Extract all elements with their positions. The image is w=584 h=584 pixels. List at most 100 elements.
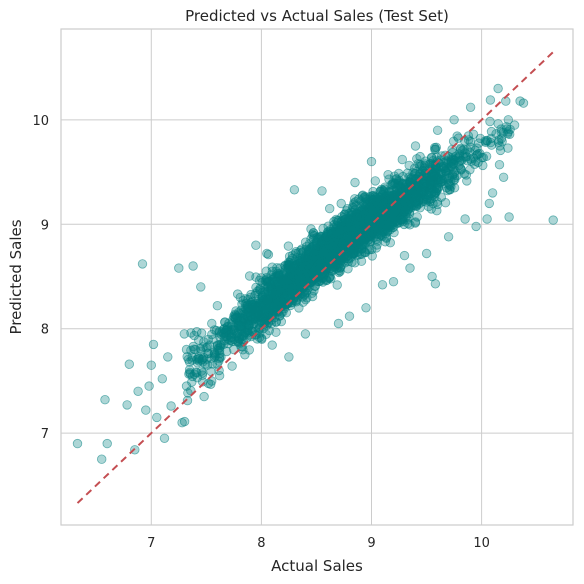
data-point <box>122 400 132 410</box>
data-point <box>188 261 198 271</box>
data-point <box>409 189 420 199</box>
y-tick-label: 8 <box>41 323 49 338</box>
data-point <box>484 198 495 209</box>
data-point <box>357 244 367 254</box>
data-point <box>202 360 213 370</box>
x-tick-label: 10 <box>473 536 490 551</box>
data-point <box>181 381 192 391</box>
data-point <box>207 318 217 329</box>
data-point <box>421 248 432 259</box>
x-tick-label: 9 <box>367 536 375 551</box>
y-axis-title: Predicted Sales <box>7 219 25 334</box>
data-point <box>380 237 391 247</box>
data-point <box>518 98 529 108</box>
data-point <box>146 360 157 370</box>
data-point <box>439 161 449 172</box>
data-point <box>174 263 184 273</box>
data-point <box>417 184 427 195</box>
data-point <box>386 180 396 190</box>
data-point <box>336 198 346 209</box>
data-point <box>144 381 154 391</box>
data-point <box>163 352 173 362</box>
data-point <box>272 279 283 289</box>
data-point <box>548 215 558 225</box>
data-point <box>227 361 237 371</box>
data-point <box>196 282 206 292</box>
data-point <box>450 172 460 183</box>
data-point <box>503 115 514 125</box>
data-point <box>179 329 190 339</box>
data-point <box>229 311 239 321</box>
data-point <box>246 305 256 315</box>
data-point <box>203 334 214 345</box>
data-point <box>485 116 495 127</box>
y-tick-label: 10 <box>32 114 49 129</box>
data-point <box>366 156 377 167</box>
data-point <box>370 176 381 186</box>
data-point <box>212 301 223 311</box>
data-point <box>344 311 355 321</box>
data-points <box>72 83 558 464</box>
data-point <box>399 250 410 261</box>
data-point <box>465 102 476 113</box>
data-point <box>96 454 107 464</box>
data-point <box>152 412 162 423</box>
data-point <box>311 263 322 274</box>
data-point <box>148 339 159 350</box>
data-point <box>293 270 303 280</box>
data-point <box>330 262 340 272</box>
data-point <box>325 203 335 214</box>
data-point <box>346 224 356 234</box>
data-point <box>393 198 404 209</box>
data-point <box>471 221 481 232</box>
data-point <box>496 133 507 144</box>
data-point <box>443 232 454 242</box>
y-tick-label: 9 <box>41 218 49 233</box>
data-point <box>214 371 225 381</box>
data-point <box>333 318 344 329</box>
data-point <box>462 176 472 186</box>
data-point <box>337 219 347 229</box>
data-point <box>271 317 281 327</box>
data-point <box>412 212 422 222</box>
data-point <box>318 277 328 287</box>
data-point <box>442 185 453 196</box>
data-point <box>430 144 441 154</box>
data-point <box>449 115 459 125</box>
data-point <box>383 169 393 180</box>
data-point <box>377 280 388 290</box>
data-point <box>166 401 176 411</box>
data-point <box>287 253 297 264</box>
data-point <box>498 172 509 183</box>
data-point <box>370 220 380 231</box>
data-point <box>247 296 258 307</box>
x-tick-label: 8 <box>257 536 265 551</box>
data-point <box>199 391 209 402</box>
data-point <box>469 159 480 170</box>
data-point <box>283 241 294 251</box>
data-point <box>291 282 301 293</box>
data-point <box>493 119 503 129</box>
data-point <box>100 395 110 405</box>
data-point <box>133 386 143 397</box>
data-point <box>264 325 274 336</box>
data-point <box>137 259 148 269</box>
x-tick-label: 7 <box>147 536 155 551</box>
data-point <box>102 438 112 449</box>
data-point <box>300 329 311 339</box>
data-point <box>240 350 250 360</box>
data-point <box>192 373 203 383</box>
data-point <box>72 438 83 449</box>
y-tick-label: 7 <box>41 427 49 442</box>
data-point <box>318 223 328 234</box>
data-point <box>190 344 201 355</box>
data-point <box>456 164 466 174</box>
data-point <box>504 212 514 222</box>
data-point <box>332 280 342 290</box>
data-point <box>352 209 362 220</box>
data-point <box>289 185 300 195</box>
data-point <box>397 154 408 165</box>
data-point <box>141 405 151 415</box>
data-point <box>267 266 278 277</box>
